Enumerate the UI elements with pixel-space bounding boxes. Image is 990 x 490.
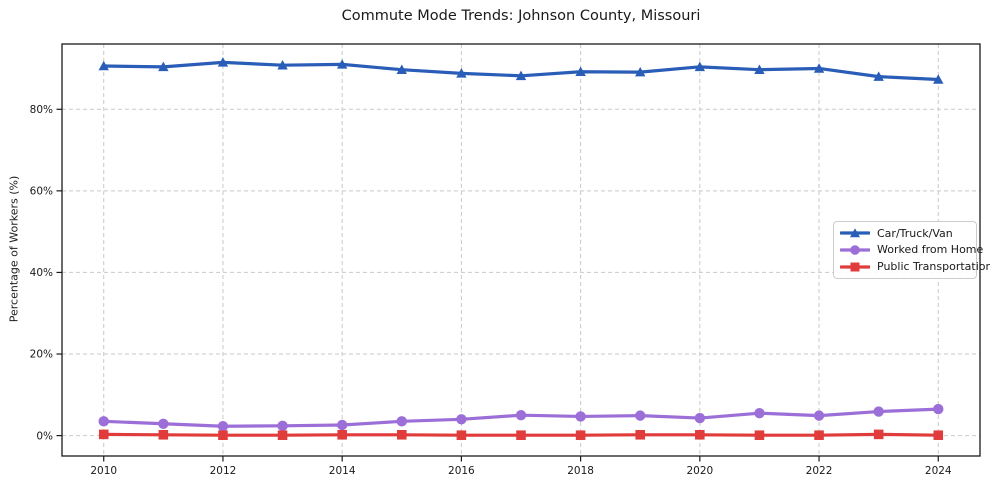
data-point-car-truck-van — [217, 57, 229, 67]
data-point-worked-from-home — [873, 406, 884, 417]
legend: Car/Truck/Van Worked from Home Public Tran… — [833, 221, 990, 279]
data-point-public-transportation — [396, 430, 407, 440]
data-point-public-transportation — [98, 429, 109, 440]
data-point-public-transportation — [277, 430, 288, 440]
chart-title: Commute Mode Trends: Johnson County, Mis… — [341, 8, 701, 24]
y-tick-label: 60% — [30, 186, 53, 198]
data-point-car-truck-van — [515, 70, 527, 81]
data-point-car-truck-van — [456, 68, 467, 78]
data-point-worked-from-home — [158, 418, 169, 429]
data-point-worked-from-home — [336, 419, 348, 431]
data-point-worked-from-home — [515, 410, 527, 421]
data-point-worked-from-home — [813, 410, 825, 421]
data-point-worked-from-home — [456, 414, 467, 425]
x-tick-label: 2022 — [806, 465, 833, 477]
data-point-worked-from-home — [754, 407, 765, 419]
data-point-public-transportation — [456, 430, 467, 440]
data-point-worked-from-home — [217, 421, 229, 432]
data-point-car-truck-van — [575, 66, 586, 77]
data-point-car-truck-van — [694, 61, 706, 72]
data-point-car-truck-van — [754, 64, 765, 74]
legend-circle-marker-icon — [840, 245, 870, 255]
y-tick-label: 0% — [36, 430, 53, 442]
plot-border — [61, 43, 981, 457]
legend-triangle-marker-icon — [840, 228, 870, 238]
data-point-worked-from-home — [277, 420, 288, 432]
data-point-worked-from-home — [933, 403, 944, 415]
data-point-car-truck-van — [336, 59, 348, 69]
data-point-car-truck-van — [98, 60, 109, 71]
data-point-worked-from-home — [396, 416, 407, 427]
data-point-public-transportation — [933, 430, 944, 440]
data-point-car-truck-van — [813, 63, 825, 73]
legend-label-public-transportation: Public Transportation — [877, 260, 990, 274]
data-point-public-transportation — [635, 430, 646, 440]
data-point-worked-from-home — [635, 410, 646, 421]
legend-label-worked-from-home: Worked from Home — [877, 243, 984, 257]
data-point-public-transportation — [695, 430, 705, 440]
data-point-car-truck-van — [277, 60, 288, 70]
data-point-public-transportation — [218, 430, 228, 440]
legend-square-marker-icon — [840, 262, 870, 272]
data-point-car-truck-van — [873, 71, 884, 81]
data-point-worked-from-home — [98, 416, 109, 427]
data-point-public-transportation — [814, 430, 824, 440]
data-point-public-transportation — [337, 430, 347, 440]
data-point-public-transportation — [516, 430, 526, 440]
legend-entry-worked-from-home: Worked from Home — [840, 242, 983, 258]
data-point-public-transportation — [754, 430, 765, 440]
data-point-worked-from-home — [694, 412, 706, 424]
y-tick-label: 20% — [30, 349, 53, 361]
data-point-car-truck-van — [396, 64, 407, 74]
x-tick-label: 2016 — [448, 465, 475, 477]
data-point-public-transportation — [873, 429, 884, 440]
x-tick-label: 2024 — [925, 465, 952, 477]
data-point-car-truck-van — [635, 66, 646, 77]
legend-entry-car-truck-van: Car/Truck/Van — [840, 225, 970, 241]
legend-entry-public-transportation: Public Transportation — [840, 259, 990, 275]
x-tick-label: 2018 — [567, 465, 594, 477]
data-point-public-transportation — [575, 430, 586, 440]
data-point-car-truck-van — [933, 74, 944, 84]
y-tick-label: 80% — [30, 104, 53, 116]
data-point-car-truck-van — [158, 61, 169, 72]
x-tick-label: 2014 — [329, 465, 356, 477]
y-tick-label: 40% — [30, 267, 53, 279]
legend-label-car-truck-van: Car/Truck/Van — [877, 226, 953, 240]
data-point-public-transportation — [158, 430, 169, 440]
x-tick-label: 2010 — [90, 465, 117, 477]
data-point-worked-from-home — [575, 411, 586, 422]
x-tick-label: 2012 — [210, 465, 237, 477]
x-tick-label: 2020 — [686, 465, 713, 477]
